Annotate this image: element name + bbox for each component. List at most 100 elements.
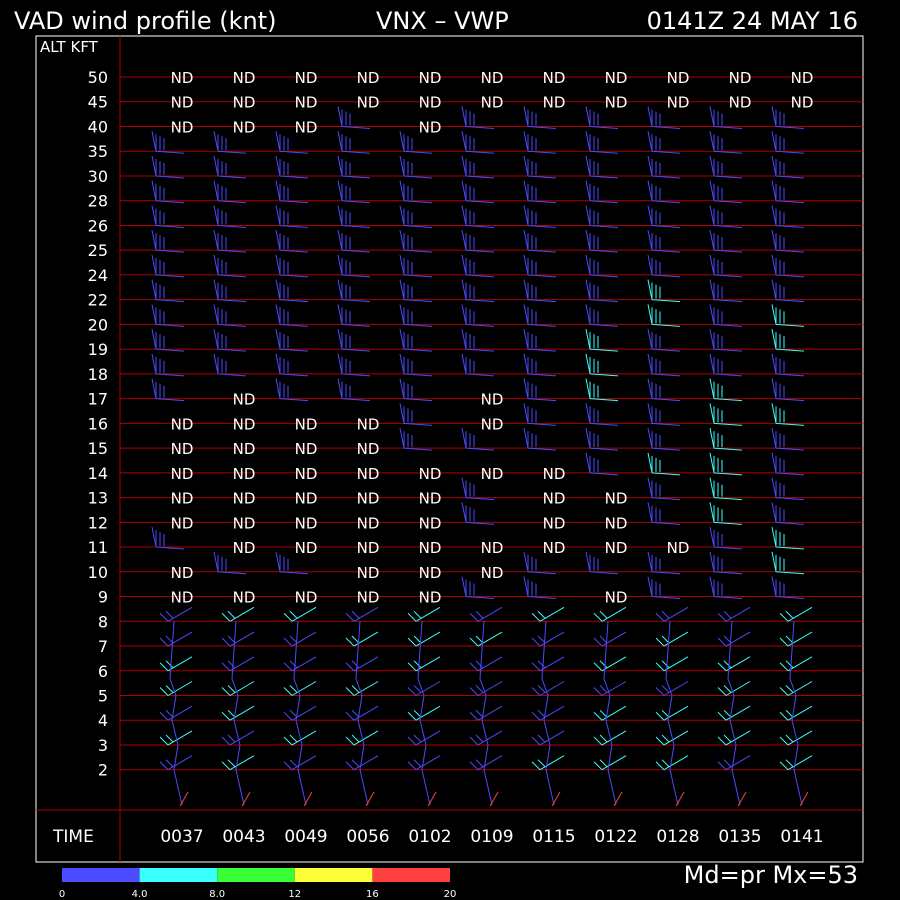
barb-shaft [709, 155, 715, 177]
barb-flag [289, 734, 298, 743]
barb-flag [475, 734, 484, 743]
wind-barb [221, 755, 255, 771]
barb-shaft [341, 373, 371, 377]
no-data-label: ND [481, 94, 504, 112]
barb-shaft [403, 150, 433, 154]
time-label: 0128 [656, 827, 699, 847]
barb-shaft [523, 576, 529, 597]
no-data-label: ND [357, 564, 380, 582]
wind-barb [647, 279, 681, 303]
altitude-label: 45 [88, 93, 108, 112]
altitude-label: 35 [88, 142, 108, 161]
legend-swatch [294, 868, 373, 882]
barb-flag [661, 709, 670, 718]
barb-shaft [775, 373, 805, 377]
barb-shaft [589, 398, 619, 402]
barb-shaft [771, 551, 777, 572]
barb-flag [469, 662, 479, 672]
altitude-label: 2 [98, 761, 108, 780]
chart-title: VAD wind profile (knt) [14, 7, 277, 35]
no-data-label: ND [481, 465, 504, 483]
wind-barb [283, 631, 317, 647]
barb-flag [785, 734, 794, 743]
barb-shaft [651, 596, 681, 600]
barb-shaft [585, 452, 591, 473]
barb-shaft [527, 571, 557, 575]
barb-shaft [465, 323, 495, 327]
wind-barb [221, 681, 255, 696]
wind-barb [531, 755, 565, 771]
barb-shaft [151, 304, 157, 325]
barb-flag [159, 761, 169, 771]
barb-shaft [353, 755, 379, 771]
wind-barb [151, 131, 185, 154]
barb-shaft [585, 254, 591, 276]
barb-shaft [725, 730, 751, 746]
altitude-label: 10 [88, 563, 108, 582]
barb-flag [723, 610, 732, 619]
wind-barb [461, 502, 495, 525]
barb-flag [599, 734, 608, 743]
wind-barb [275, 254, 309, 278]
wind-barb [469, 656, 503, 672]
barb-shaft [523, 329, 529, 350]
barb-shaft [403, 422, 433, 426]
wind-barb [337, 155, 371, 179]
wind-barb [221, 631, 255, 647]
mode-readout: Md=pr Mx=53 [683, 861, 858, 889]
wind-barb [771, 205, 805, 228]
barb-shaft [155, 274, 185, 278]
barb-shaft [465, 249, 495, 253]
barb-flag [351, 685, 360, 693]
wind-barb [523, 576, 557, 600]
barb-shaft [477, 681, 503, 696]
wind-barb [159, 631, 193, 647]
barb-shaft [647, 502, 653, 523]
altitude-label: 18 [88, 365, 108, 384]
wind-barb [585, 230, 619, 253]
wind-barb [469, 705, 503, 721]
barb-flag [785, 660, 794, 669]
barb-shaft [663, 705, 689, 721]
no-data-label: ND [171, 465, 194, 483]
barb-shaft [709, 254, 715, 276]
barb-flag [717, 612, 727, 622]
wind-barb [585, 106, 619, 129]
wind-barb [345, 730, 379, 746]
barb-shaft [155, 299, 185, 303]
barb-shaft [647, 180, 653, 201]
barb-shaft [275, 279, 281, 300]
barb-flag [537, 759, 546, 768]
barb-flag [469, 612, 479, 622]
barb-shaft [601, 656, 627, 672]
wind-barb [585, 452, 619, 476]
barb-shaft [647, 403, 653, 424]
no-data-label: ND [295, 465, 318, 483]
barb-shaft [709, 551, 715, 572]
barb-shaft [771, 428, 777, 449]
barb-flag [661, 734, 670, 743]
barb-shaft [651, 224, 681, 228]
barb-shaft [399, 131, 405, 152]
no-data-label: ND [171, 440, 194, 458]
barb-shaft [477, 730, 503, 746]
barb-shaft [213, 205, 219, 226]
barb-shaft [585, 551, 591, 572]
wind-barb [709, 502, 743, 525]
wind-barb [585, 353, 619, 377]
barb-shaft [771, 452, 777, 473]
wind-barb [771, 353, 805, 377]
low-profile-line [169, 621, 183, 806]
no-data-label: ND [357, 465, 380, 483]
wind-barb [771, 329, 805, 352]
barb-shaft [771, 576, 777, 597]
surface-barb [241, 791, 251, 807]
wind-barb [337, 378, 371, 402]
barb-shaft [709, 304, 715, 325]
barb-shaft [341, 299, 371, 303]
barb-shaft [651, 200, 681, 204]
wind-barb [531, 606, 565, 622]
wind-barb [771, 378, 805, 402]
barb-shaft [527, 125, 557, 129]
barb-shaft [775, 398, 805, 402]
